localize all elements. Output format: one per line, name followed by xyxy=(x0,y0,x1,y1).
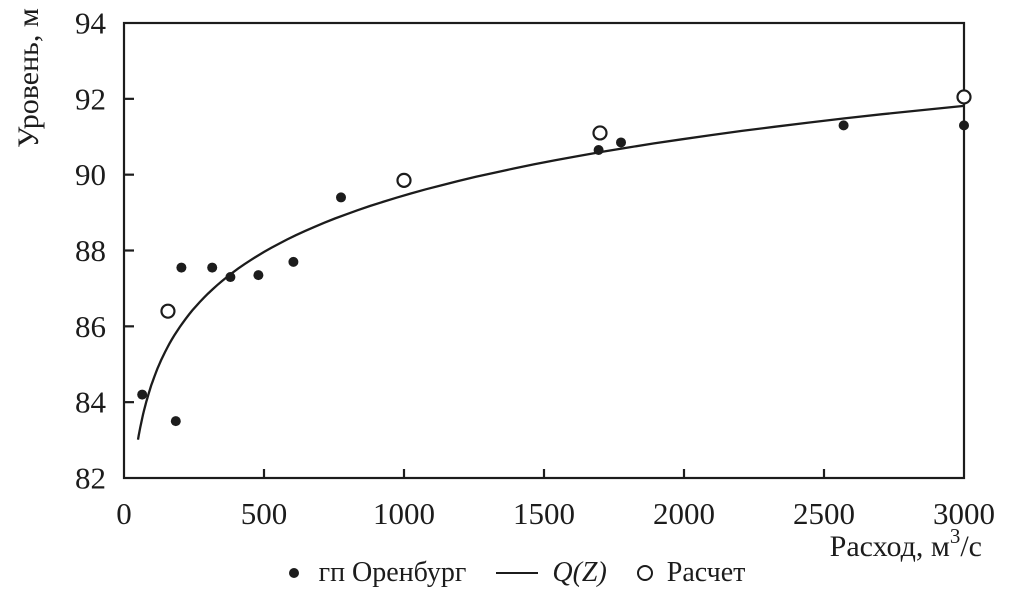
x-axis-label-after: /с xyxy=(960,530,982,563)
observed-point xyxy=(288,256,299,267)
y-tick-label: 90 xyxy=(75,157,106,192)
observed-point xyxy=(616,137,626,148)
observed-point xyxy=(207,262,218,273)
x-axis-label-text: Расход, м xyxy=(830,530,950,563)
legend-item-curve: Q(Z) xyxy=(496,557,607,589)
observed-point xyxy=(593,145,604,156)
observed-point xyxy=(137,389,148,400)
x-axis-label-sup: 3 xyxy=(950,524,961,548)
y-tick-label: 84 xyxy=(75,385,107,420)
x-axis-ticks: 0 500 1000 1500 2000 2500 3000 xyxy=(116,469,995,531)
filled-dot-icon xyxy=(288,568,299,578)
x-tick-label: 1000 xyxy=(373,496,435,531)
y-tick-label: 86 xyxy=(75,309,106,344)
legend-label-calculated: Расчет xyxy=(666,557,746,588)
legend-label-curve: Q(Z) xyxy=(552,557,607,588)
y-tick-label: 92 xyxy=(75,81,106,116)
open-circle-icon xyxy=(636,565,653,581)
x-tick-label: 2500 xyxy=(793,496,855,531)
legend-label-observed: гп Оренбург xyxy=(318,557,467,588)
x-tick-label: 3000 xyxy=(933,496,995,531)
legend-item-calculated: Расчет xyxy=(636,557,746,589)
x-axis-label: Расход, м3/с xyxy=(830,524,982,563)
observed-point xyxy=(959,120,969,131)
calculated-points-group xyxy=(160,89,972,319)
calculated-point xyxy=(956,89,972,105)
observed-point xyxy=(176,262,187,273)
x-tick-label: 2000 xyxy=(653,496,715,531)
observed-point xyxy=(225,272,236,283)
observed-point xyxy=(336,192,346,203)
y-axis-label: Уровень, м xyxy=(12,8,45,148)
calculated-point xyxy=(592,125,608,141)
calculated-point xyxy=(396,172,412,188)
x-tick-label: 500 xyxy=(241,496,288,531)
y-axis-ticks: 82 84 86 88 90 92 94 xyxy=(75,6,134,496)
plot-frame xyxy=(122,21,966,480)
observed-points-group xyxy=(137,120,969,427)
observed-point xyxy=(838,120,849,131)
calculated-point xyxy=(160,303,176,319)
observed-point xyxy=(170,416,181,427)
legend: гп Оренбург Q(Z) Расчет xyxy=(0,557,1028,589)
observed-point xyxy=(253,270,264,281)
legend-item-observed: гп Оренбург xyxy=(283,557,467,589)
x-tick-label: 1500 xyxy=(513,496,575,531)
y-tick-label: 82 xyxy=(75,461,106,496)
y-tick-label: 88 xyxy=(75,233,106,268)
line-icon xyxy=(496,572,539,574)
x-tick-label: 0 xyxy=(116,496,132,531)
y-tick-label: 94 xyxy=(75,6,107,41)
